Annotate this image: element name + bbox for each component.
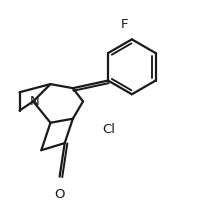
- Text: Cl: Cl: [102, 123, 115, 136]
- Text: F: F: [121, 18, 128, 31]
- Text: O: O: [54, 189, 65, 201]
- Text: N: N: [29, 95, 39, 108]
